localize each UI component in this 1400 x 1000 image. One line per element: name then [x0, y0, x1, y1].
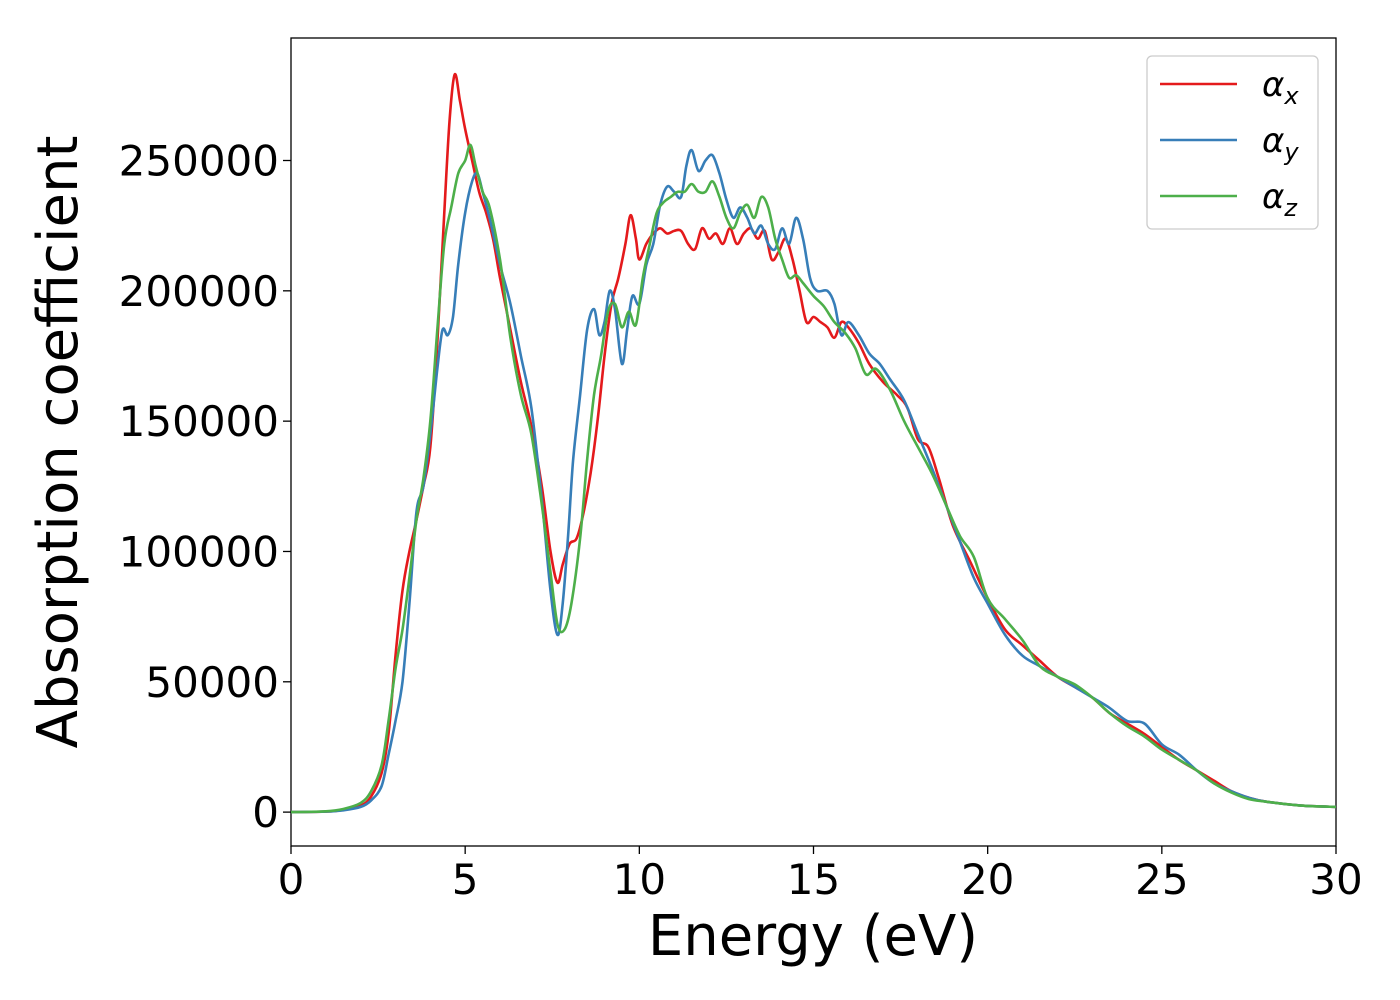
x-tick-label: 15: [787, 855, 840, 904]
y-tick-label: 250000: [119, 137, 279, 186]
y-tick-label: 50000: [145, 658, 279, 707]
y-tick-label: 100000: [119, 527, 279, 576]
x-tick-label: 10: [613, 855, 666, 904]
series-line-alpha-x: [290, 72, 1337, 814]
series-lines: [290, 72, 1337, 814]
legend-label-alpha-y: αy: [1262, 121, 1299, 166]
legend-label-alpha-z: αz: [1262, 177, 1298, 222]
y-axis-title: Absorption coefficient: [26, 136, 91, 749]
x-tick-label: 25: [1135, 855, 1188, 904]
x-axis-ticks: 0 5 10 15 20 25 30: [278, 846, 1363, 904]
y-axis-ticks: 0 50000 100000 150000 200000 250000: [119, 137, 291, 837]
x-tick-label: 20: [961, 855, 1014, 904]
x-axis-title: Energy (eV): [648, 904, 978, 969]
x-tick-label: 5: [452, 855, 479, 904]
legend: αx αy αz: [1146, 55, 1319, 230]
x-tick-label: 0: [278, 855, 305, 904]
x-tick-label: 30: [1309, 855, 1362, 904]
y-tick-label: 150000: [119, 397, 279, 446]
y-tick-label: 200000: [119, 267, 279, 316]
legend-box: [1146, 55, 1319, 230]
series-line-alpha-y: [290, 148, 1337, 814]
y-tick-label: 0: [252, 788, 279, 837]
legend-label-alpha-x: αx: [1262, 65, 1299, 110]
series-line-alpha-z: [290, 143, 1337, 814]
